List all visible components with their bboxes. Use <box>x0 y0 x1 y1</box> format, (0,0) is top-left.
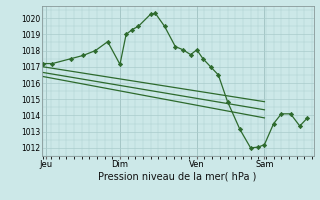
X-axis label: Pression niveau de la mer( hPa ): Pression niveau de la mer( hPa ) <box>99 172 257 182</box>
